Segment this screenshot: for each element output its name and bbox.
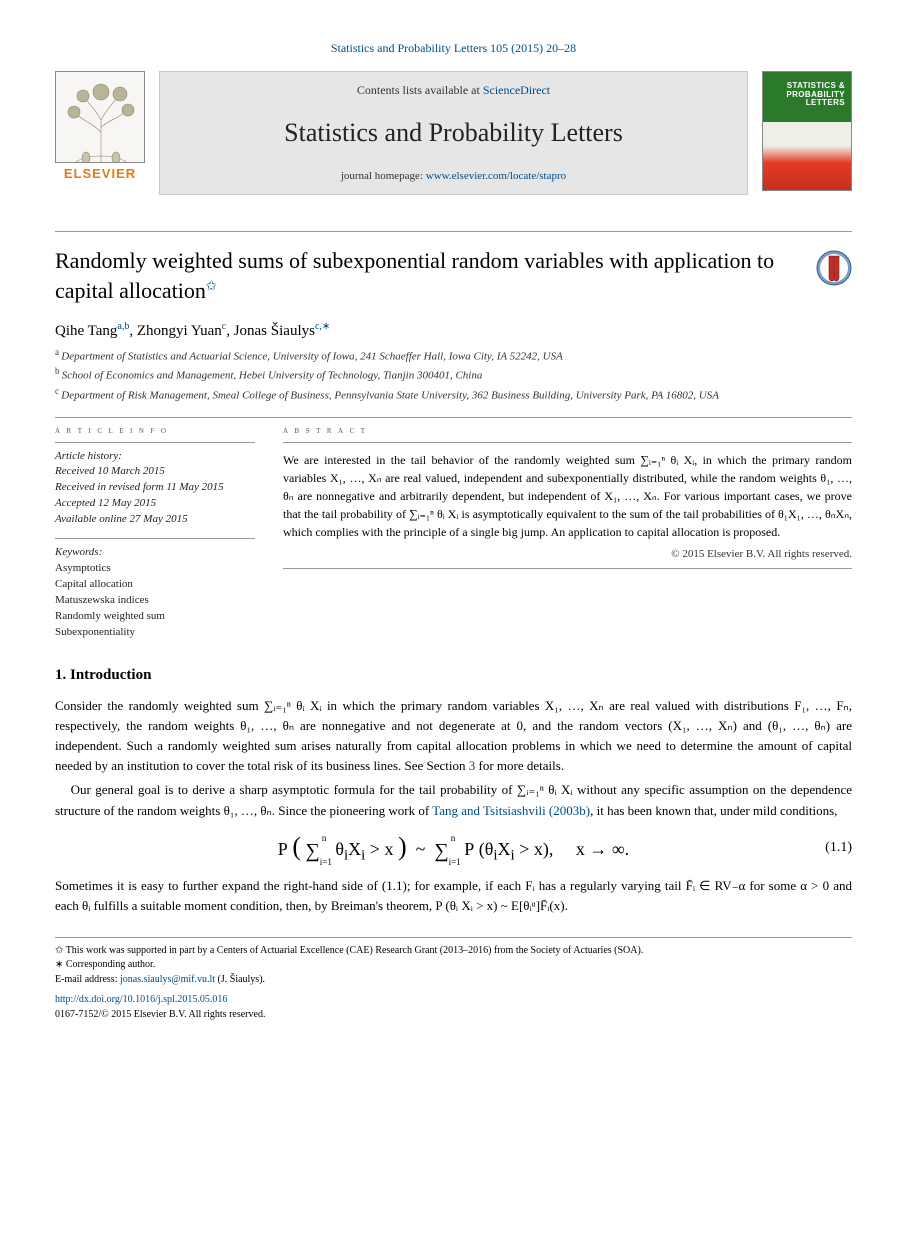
doi: http://dx.doi.org/10.1016/j.spl.2015.05.… <box>55 993 852 1008</box>
article-history-line: Article history: <box>55 449 255 465</box>
date-received-revised: Received in revised form 11 May 2015 <box>55 480 255 496</box>
contents-lists: Contents lists available at ScienceDirec… <box>170 82 737 99</box>
divider <box>55 231 852 232</box>
author-affil-sup: c,∗ <box>315 321 330 332</box>
contents-prefix: Contents lists available at <box>357 83 483 97</box>
section-heading: 1. Introduction <box>55 665 852 686</box>
publisher-logo: ELSEVIER <box>55 71 145 196</box>
article-info: a r t i c l e i n f o Article history: R… <box>55 424 255 641</box>
journal-homepage: journal homepage: www.elsevier.com/locat… <box>170 169 737 184</box>
abstract: a b s t r a c t We are interested in the… <box>283 424 852 641</box>
journal-cover: STATISTICS & PROBABILITY LETTERS <box>762 71 852 196</box>
equation: P ( ∑i=1n θiXi > x ) ~ ∑i=1n P (θiXi > x… <box>55 829 852 869</box>
homepage-prefix: journal homepage: <box>341 170 426 182</box>
date-available: Available online 27 May 2015 <box>55 512 255 528</box>
keyword: Asymptotics <box>55 561 255 577</box>
author: Jonas Šiaulys <box>234 323 315 339</box>
elsevier-tree-icon <box>55 71 145 163</box>
cover-art <box>763 122 851 190</box>
divider <box>55 417 852 418</box>
keywords-heading: Keywords: <box>55 545 255 561</box>
footnote-email: E-mail address: jonas.siaulys@mif.vu.lt … <box>55 973 852 988</box>
footer-copyright: 0167-7152/© 2015 Elsevier B.V. All right… <box>55 1008 852 1023</box>
paragraph: Our general goal is to derive a sharp as… <box>55 780 852 820</box>
abstract-body: We are interested in the tail behavior o… <box>283 451 852 541</box>
abstract-heading: a b s t r a c t <box>283 424 852 438</box>
citation-link[interactable]: Tang and Tsitsiashvili (2003b) <box>432 803 590 818</box>
doi-link[interactable]: http://dx.doi.org/10.1016/j.spl.2015.05.… <box>55 994 227 1005</box>
authors: Qihe Tanga,b, Zhongyi Yuanc, Jonas Šiaul… <box>55 320 852 342</box>
date-accepted: Accepted 12 May 2015 <box>55 496 255 512</box>
affiliations: a Department of Statistics and Actuarial… <box>55 346 852 405</box>
paper-title: Randomly weighted sums of subexponential… <box>55 246 802 305</box>
footnote-grant: ✩ This work was supported in part by a C… <box>55 944 852 959</box>
author: Zhongyi Yuan <box>137 323 222 339</box>
banner: ELSEVIER Contents lists available at Sci… <box>55 71 852 196</box>
author: Qihe Tang <box>55 323 117 339</box>
paragraph: Consider the randomly weighted sum ∑ᵢ₌₁ⁿ… <box>55 696 852 777</box>
sciencedirect-link[interactable]: ScienceDirect <box>483 83 550 97</box>
equation-number: (1.1) <box>825 839 852 859</box>
journal-name: Statistics and Probability Letters <box>170 115 737 151</box>
journal-reference-link[interactable]: Statistics and Probability Letters 105 (… <box>331 41 576 55</box>
cover-title: STATISTICS & PROBABILITY LETTERS <box>763 72 851 122</box>
title-note-mark: ✩ <box>206 278 217 293</box>
article-info-heading: a r t i c l e i n f o <box>55 424 255 438</box>
date-received: Received 10 March 2015 <box>55 464 255 480</box>
keyword: Matuszewska indices <box>55 593 255 609</box>
homepage-link[interactable]: www.elsevier.com/locate/stapro <box>426 170 566 182</box>
keyword: Capital allocation <box>55 577 255 593</box>
keyword: Subexponentiality <box>55 625 255 641</box>
keyword: Randomly weighted sum <box>55 609 255 625</box>
abstract-copyright: © 2015 Elsevier B.V. All rights reserved… <box>283 547 852 562</box>
author-affil-sup: c <box>222 321 226 332</box>
banner-mid-panel: Contents lists available at ScienceDirec… <box>159 71 748 196</box>
crossmark-icon[interactable] <box>816 250 852 286</box>
journal-reference: Statistics and Probability Letters 105 (… <box>55 40 852 57</box>
footnote-corresponding: ∗ Corresponding author. <box>55 958 852 973</box>
elsevier-wordmark: ELSEVIER <box>64 165 136 183</box>
footnotes: ✩ This work was supported in part by a C… <box>55 937 852 1023</box>
email-link[interactable]: jonas.siaulys@mif.vu.lt <box>120 974 215 985</box>
author-affil-sup: a,b <box>117 321 129 332</box>
paragraph: Sometimes it is easy to further expand t… <box>55 876 852 916</box>
